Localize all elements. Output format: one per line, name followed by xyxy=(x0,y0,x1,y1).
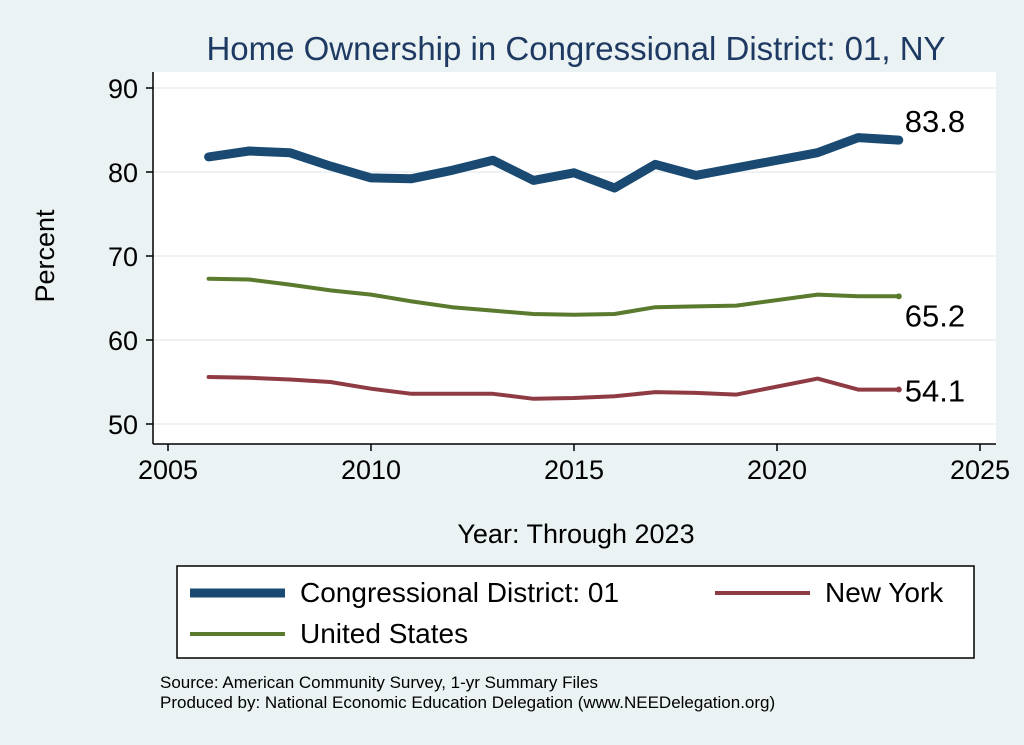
legend-label-3: United States xyxy=(300,618,468,649)
end-label-3: 65.2 xyxy=(905,298,965,333)
x-tick-label: 2015 xyxy=(544,455,604,485)
y-tick-label: 70 xyxy=(108,242,138,272)
series-end-marker-3 xyxy=(895,293,902,300)
legend-box xyxy=(176,565,975,659)
y-tick-label: 90 xyxy=(108,74,138,104)
x-axis: 2005 2010 2015 2020 2025 xyxy=(138,444,1010,485)
source-note: Source: American Community Survey, 1-yr … xyxy=(160,673,598,692)
series-lines xyxy=(204,133,904,401)
y-tick-label: 80 xyxy=(108,158,138,188)
series-end-marker-2 xyxy=(895,386,902,393)
x-tick-label: 2010 xyxy=(341,455,401,485)
y-axis-label: Percent xyxy=(30,209,60,303)
gridlines xyxy=(153,87,996,425)
series-line-1 xyxy=(204,133,904,193)
x-tick-label: 2020 xyxy=(747,455,807,485)
y-tick-label: 50 xyxy=(108,410,138,440)
legend-label-2: New York xyxy=(825,577,944,608)
x-tick-label: 2005 xyxy=(138,455,198,485)
chart-title: Home Ownership in Congressional District… xyxy=(206,30,945,67)
end-labels: 83.8 54.1 65.2 xyxy=(905,104,965,408)
producer-note: Produced by: National Economic Education… xyxy=(160,693,775,712)
x-axis-label: Year: Through 2023 xyxy=(457,519,694,549)
legend: Congressional District: 01 New York United… xyxy=(190,577,944,649)
legend-label-1: Congressional District: 01 xyxy=(300,577,619,608)
end-label-2: 54.1 xyxy=(905,374,965,409)
x-tick-label: 2025 xyxy=(950,455,1010,485)
series-line-3 xyxy=(206,276,901,317)
y-axis: 50 60 70 80 90 xyxy=(108,74,153,440)
series-end-marker-1 xyxy=(895,137,902,144)
end-label-1: 83.8 xyxy=(905,104,965,139)
y-tick-label: 60 xyxy=(108,326,138,356)
series-line-2 xyxy=(206,375,901,401)
